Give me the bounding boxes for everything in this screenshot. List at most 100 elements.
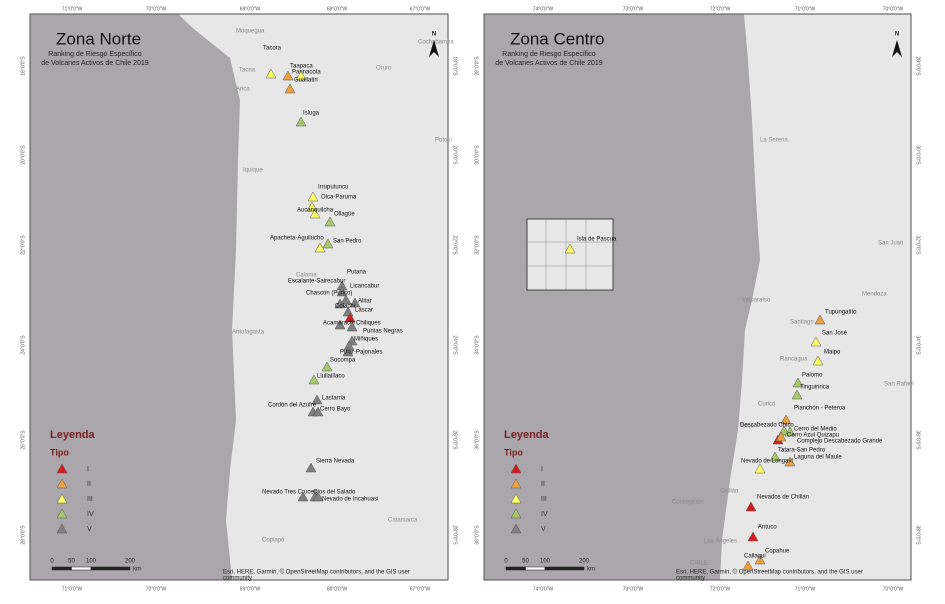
volcano-label: Puntas Negras <box>363 329 403 335</box>
legend-label: II <box>87 481 91 488</box>
coord-label: 72°0'0"W <box>710 6 731 12</box>
map-panel: 71°0'0"W 71°0'0"W 70°0'0"W 70°0'0"W 69°0'0"W… <box>20 6 457 592</box>
legend-label: IV <box>541 511 548 518</box>
place-label: Valparaíso <box>742 298 771 304</box>
scale-label: 0 <box>50 559 54 565</box>
volcano-label: Ollagüe <box>334 212 355 218</box>
coord-label: 71°0'0"W <box>795 6 816 12</box>
volcano-label: Copahue <box>765 549 790 555</box>
coord-label: 36°0'0"S <box>915 430 921 450</box>
volcano-label: Guallatiri <box>294 78 318 84</box>
legend-marker <box>56 508 68 519</box>
map-subtitle: Ranking de Riesgo Específico <box>502 51 595 58</box>
scale-segment <box>525 566 546 571</box>
volcano-label: Llullaillaco <box>317 374 345 380</box>
coord-label: 32°0'0"S <box>474 235 480 255</box>
volcano-marker <box>312 491 324 502</box>
coord-label: 71°0'0"W <box>795 586 816 592</box>
place-label: Talca <box>740 424 755 430</box>
coord-label: 67°0'0"W <box>410 6 431 12</box>
coord-label: 38°0'0"S <box>474 525 480 545</box>
map-title: Zona Norte <box>56 29 141 48</box>
volcano-label: Laguna del Maule <box>794 455 842 461</box>
attribution: Esri, HERE, Garmin, © OpenStreetMap cont… <box>223 569 410 576</box>
map-panel: 74°0'0"W 74°0'0"W 73°0'0"W 73°0'0"W 72°0'0"W… <box>474 6 920 592</box>
scale-segment <box>505 566 526 571</box>
place-label: CHILE <box>690 561 708 567</box>
place-label: Tacna <box>239 68 256 74</box>
attribution: Esri, HERE, Garmin, © OpenStreetMap cont… <box>676 569 863 576</box>
volcano-marker <box>314 242 326 253</box>
volcano-marker <box>297 491 309 502</box>
volcano-label: Lastarria <box>322 396 346 402</box>
volcano-label: Cerro del Medio <box>794 427 837 433</box>
volcano-label: Tinguiririca <box>800 385 830 391</box>
legend-marker <box>510 508 522 519</box>
volcano-label: Pular-Pajonales <box>340 350 382 356</box>
volcano-marker <box>814 314 826 325</box>
volcano-label: Nevado de Incahuasi <box>322 497 378 503</box>
coord-label: 32°0'0"S <box>915 235 921 255</box>
scale-label: 50 <box>522 559 529 565</box>
coord-label: 28°0'0"S <box>915 56 921 76</box>
coord-label: 26°0'0"S <box>452 430 458 450</box>
volcano-label: Descabezado Chico <box>740 423 794 429</box>
map-subtitle: de Volcanes Activos de Chile 2019 <box>41 60 149 67</box>
volcano-label: Antuco <box>758 525 777 531</box>
volcano-marker <box>306 201 318 212</box>
scale-label: 50 <box>68 559 75 565</box>
ocean <box>484 14 760 580</box>
volcano-label: Complejo Descabezado Grande <box>797 439 883 445</box>
volcano-label: Nevado Tres Cruces <box>262 490 317 496</box>
volcano-label: Chascón (Purico) <box>306 291 352 297</box>
volcano-label: Acamarachi <box>323 321 355 327</box>
scale-segment <box>90 566 131 571</box>
volcano-marker <box>334 298 346 309</box>
place-label: Mendoza <box>862 292 887 298</box>
legend-marker <box>510 463 522 474</box>
volcano-marker <box>810 336 822 347</box>
coord-label: 28°0'0"S <box>452 525 458 545</box>
volcano-label: Planchón - Peteroa <box>794 406 846 412</box>
volcano-label: Cordón del Azufre <box>268 403 317 409</box>
volcano-marker <box>265 68 277 79</box>
coord-label: 28°0'0"S <box>20 525 26 545</box>
volcano-marker <box>295 70 307 81</box>
volcano-marker <box>322 238 334 249</box>
volcano-label: Irruputuncu <box>318 185 348 191</box>
volcano-label: Sierra Nevada <box>316 459 355 465</box>
place-label: San Rafael <box>884 382 914 388</box>
map-title: Zona Centro <box>510 29 605 48</box>
legend-marker <box>56 493 68 504</box>
scale-label: 100 <box>86 559 97 565</box>
volcano-label: Miñiques <box>354 337 378 343</box>
volcano-label: Licancabur <box>350 284 379 290</box>
volcano-label: Socompa <box>330 358 356 364</box>
volcano-marker <box>295 116 307 127</box>
legend-label: V <box>541 526 546 533</box>
scale-unit: km <box>587 567 595 573</box>
volcano-label: Tatara-San Pedro <box>778 448 826 454</box>
volcano-label: Aucanquilcha <box>297 208 334 214</box>
scale-unit: km <box>133 567 141 573</box>
coord-label: 22°0'0"S <box>452 235 458 255</box>
volcano-label: Apacheta-Aguilucho <box>270 236 324 242</box>
volcano-marker <box>754 554 766 565</box>
coord-label: 26°0'0"S <box>20 430 26 450</box>
coord-label: 67°0'0"W <box>410 586 431 592</box>
place-label: Rancagua <box>780 357 808 363</box>
volcano-label: Taapaca <box>290 64 313 70</box>
volcano-label: Tupungatito <box>825 310 857 316</box>
legend-label: I <box>87 466 89 473</box>
volcano-label: Olca-Paruma <box>321 195 357 201</box>
north-arrow <box>429 40 439 57</box>
coord-label: 34°0'0"S <box>915 335 921 355</box>
volcano-label: San José <box>822 331 848 337</box>
coord-label: 71°0'0"W <box>62 6 83 12</box>
volcano-marker <box>308 374 320 385</box>
volcano-marker <box>309 208 321 219</box>
volcano-marker <box>791 389 803 400</box>
place-label: Antofagasta <box>232 330 265 336</box>
volcano-label: Ojos del Salado <box>313 490 356 496</box>
